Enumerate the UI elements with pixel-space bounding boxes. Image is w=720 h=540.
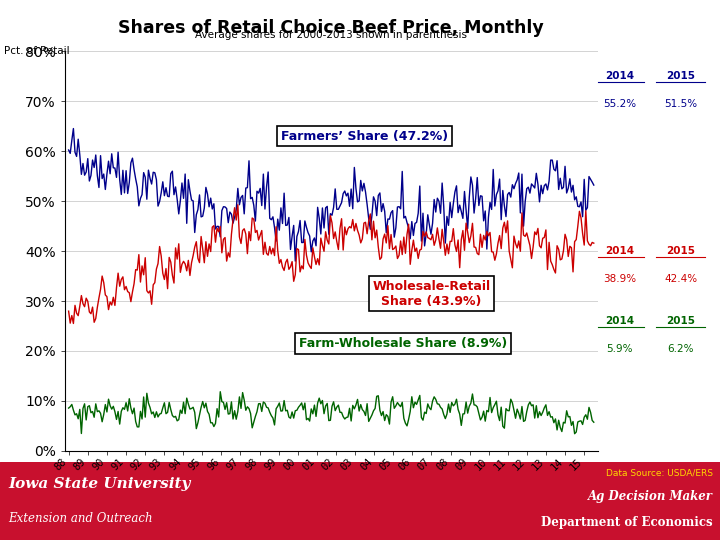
Text: Data Source: USDA/ERS: Data Source: USDA/ERS (606, 469, 713, 478)
Text: Wholesale-Retail
Share (43.9%): Wholesale-Retail Share (43.9%) (372, 280, 490, 308)
Text: Farmers’ Share (47.2%): Farmers’ Share (47.2%) (281, 130, 448, 143)
Text: Extension and Outreach: Extension and Outreach (9, 511, 153, 524)
Text: 42.4%: 42.4% (665, 274, 698, 284)
Text: Ag Decision Maker: Ag Decision Maker (588, 490, 713, 503)
Text: 2015: 2015 (666, 71, 696, 81)
Text: Average shares for 2000-2013 shown in parenthesis: Average shares for 2000-2013 shown in pa… (195, 30, 467, 40)
Text: 2015: 2015 (666, 316, 696, 326)
Text: 2014: 2014 (605, 71, 634, 81)
Text: 38.9%: 38.9% (603, 274, 636, 284)
Text: Shares of Retail Choice Beef Price, Monthly: Shares of Retail Choice Beef Price, Mont… (118, 19, 544, 37)
Text: 2014: 2014 (605, 316, 634, 326)
Text: 51.5%: 51.5% (665, 99, 698, 109)
Text: 2014: 2014 (605, 246, 634, 256)
Text: Iowa State University: Iowa State University (9, 477, 191, 491)
Text: 6.2%: 6.2% (667, 343, 694, 354)
Text: Department of Economics: Department of Economics (541, 516, 713, 529)
Text: Pct. of Retail: Pct. of Retail (4, 46, 69, 56)
Text: Farm-Wholesale Share (8.9%): Farm-Wholesale Share (8.9%) (299, 337, 507, 350)
Text: 55.2%: 55.2% (603, 99, 636, 109)
Text: 2015: 2015 (666, 246, 696, 256)
Text: 5.9%: 5.9% (606, 343, 633, 354)
